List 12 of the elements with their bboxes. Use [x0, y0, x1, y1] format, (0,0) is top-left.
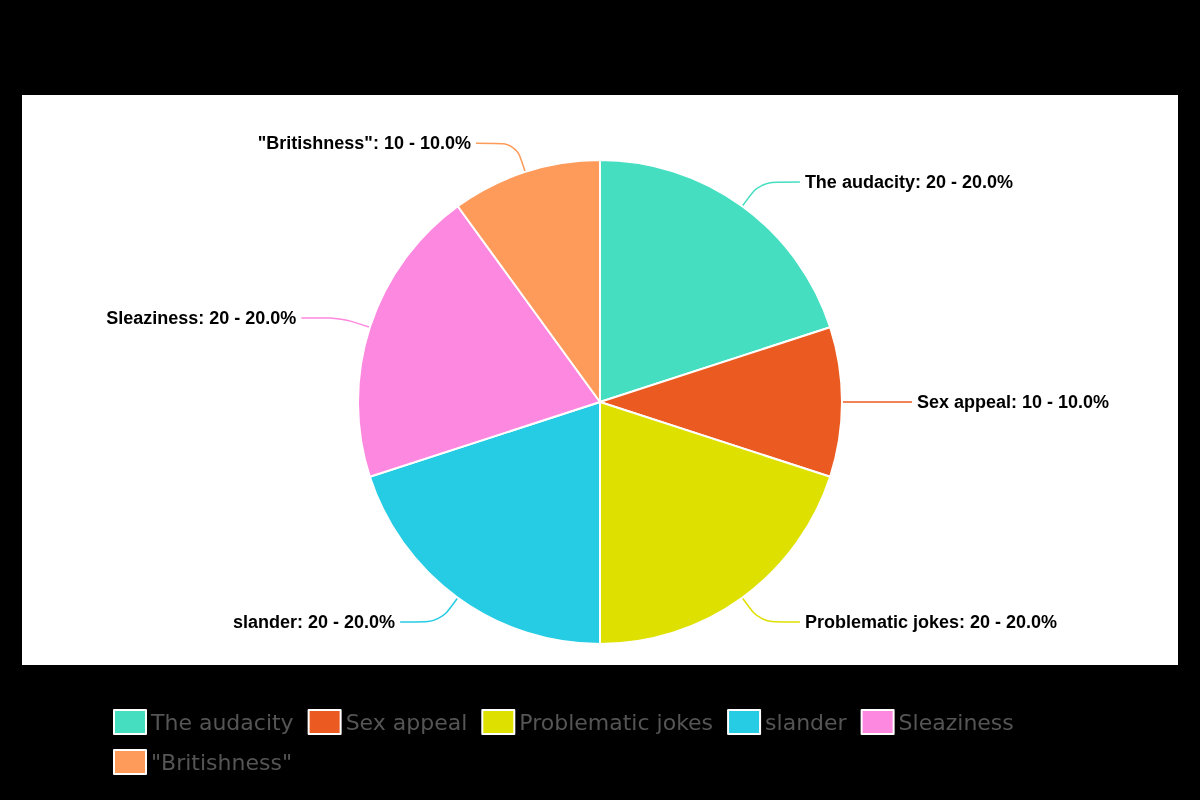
legend-label: Problematic jokes [519, 709, 714, 735]
legend-label: "Britishness" [151, 749, 293, 775]
data-label: Sex appeal: 10 - 10.0% [917, 392, 1110, 412]
legend-label: Sleaziness [898, 709, 1014, 735]
legend-label: Sex appeal [345, 709, 468, 735]
legend-label: The audacity [150, 709, 294, 735]
data-label: "Britishness": 10 - 10.0% [257, 133, 471, 154]
data-label: Problematic jokes: 20 - 20.0% [804, 612, 1057, 633]
legend-label: slander [765, 709, 848, 735]
data-label: The audacity: 20 - 20.0% [804, 171, 1013, 192]
data-label: slander: 20 - 20.0% [233, 612, 396, 633]
data-label: Sleaziness: 20 - 20.0% [106, 307, 297, 328]
